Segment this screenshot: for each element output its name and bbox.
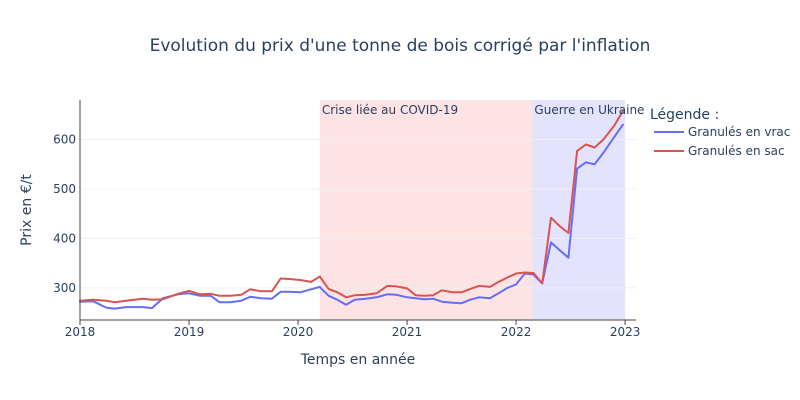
x-tick-label: 2019 [174,325,205,339]
y-tick-label: 600 [53,133,76,147]
x-tick-label: 2021 [392,325,423,339]
y-tick-label: 300 [53,281,76,295]
x-tick-label: 2018 [65,325,96,339]
chart-title: Evolution du prix d'une tonne de bois co… [150,36,651,56]
legend: Légende : Granulés en vrac Granulés en sa… [650,107,790,158]
x-tick-label: 2020 [283,325,314,339]
x-axis-ticks: 2018 2019 2020 2021 2022 2023 [65,320,641,339]
series-lines [79,109,624,310]
highlight-regions [319,100,626,320]
region-label-1: Crise liée au COVID-19 [322,103,458,117]
region-2 [532,100,626,320]
legend-label-1: Granulés en vrac [688,125,790,139]
legend-label-2: Granulés en sac [688,144,785,158]
y-tick-label: 400 [53,231,76,245]
x-axis-title: Temps en année [300,352,416,368]
y-axis-ticks: 300 400 500 600 [53,133,76,295]
series-line-2 [79,109,624,304]
x-tick-label: 2023 [610,325,641,339]
region-1 [319,100,533,320]
gridlines [80,139,636,289]
region-annotations: Crise liée au COVID-19 Guerre en Ukraine [322,103,645,117]
region-label-2: Guerre en Ukraine [534,103,644,117]
y-axis-title: Prix en €/t [19,174,35,246]
x-tick-label: 2022 [501,325,532,339]
legend-title: Légende : [650,107,719,123]
y-tick-label: 500 [53,182,76,196]
